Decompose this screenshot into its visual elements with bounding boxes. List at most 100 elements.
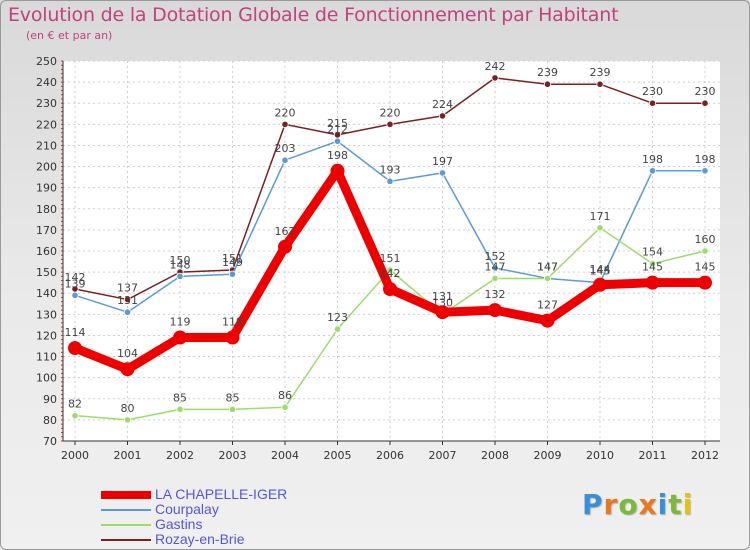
data-label-la-chapelle-iger: 127 xyxy=(537,299,558,312)
legend-swatch-gastins xyxy=(101,523,151,526)
logo-letter: o xyxy=(618,488,639,521)
data-point-la-chapelle-iger xyxy=(645,275,660,290)
y-tick-label: 120 xyxy=(36,329,57,342)
data-point-gastins xyxy=(596,224,604,232)
data-label-la-chapelle-iger: 142 xyxy=(380,267,401,280)
data-point-rozay-en-brie xyxy=(438,112,447,120)
data-label-courpalay: 198 xyxy=(695,153,716,166)
x-tick-label: 2002 xyxy=(166,449,194,462)
data-label-rozay-en-brie: 230 xyxy=(695,85,716,98)
chart-title: Evolution de la Dotation Globale de Fonc… xyxy=(8,4,619,26)
data-label-la-chapelle-iger: 131 xyxy=(432,290,453,303)
data-label-la-chapelle-iger: 119 xyxy=(222,316,243,329)
data-label-la-chapelle-iger: 104 xyxy=(117,347,138,360)
data-point-la-chapelle-iger xyxy=(488,303,502,318)
x-tick-label: 2007 xyxy=(429,449,457,462)
x-tick-label: 2012 xyxy=(691,449,719,462)
data-point-courpalay xyxy=(701,167,709,175)
legend: LA CHAPELLE-IGER Courpalay Gastins Rozay… xyxy=(101,487,287,547)
data-point-rozay-en-brie xyxy=(123,295,132,304)
data-label-gastins: 123 xyxy=(327,311,348,324)
legend-item-rozay-en-brie[interactable]: Rozay-en-Brie xyxy=(101,532,287,547)
data-label-courpalay: 198 xyxy=(642,153,663,166)
data-label-rozay-en-brie: 242 xyxy=(485,60,506,73)
y-tick-label: 220 xyxy=(36,118,57,131)
data-label-courpalay: 197 xyxy=(432,155,453,168)
data-point-la-chapelle-iger xyxy=(278,239,292,254)
data-label-la-chapelle-iger: 145 xyxy=(695,261,716,274)
x-tick-label: 2000 xyxy=(61,449,89,462)
data-label-gastins: 85 xyxy=(226,391,240,404)
data-point-la-chapelle-iger xyxy=(120,362,135,377)
data-point-gastins xyxy=(386,266,394,274)
data-point-courpalay xyxy=(123,308,132,316)
data-label-courpalay: 149 xyxy=(222,256,243,269)
legend-label-rozay-en-brie: Rozay-en-Brie xyxy=(155,531,245,547)
data-point-courpalay xyxy=(386,177,394,185)
y-tick-label: 200 xyxy=(36,161,57,174)
y-tick-label: 180 xyxy=(36,203,57,216)
data-point-courpalay xyxy=(281,156,289,164)
data-label-gastins: 154 xyxy=(642,246,663,259)
data-point-courpalay xyxy=(438,169,447,177)
data-label-courpalay: 131 xyxy=(117,294,138,307)
data-label-rozay-en-brie: 239 xyxy=(590,66,611,79)
data-point-rozay-en-brie xyxy=(491,74,499,82)
data-label-courpalay: 145 xyxy=(590,265,611,278)
logo-letter: P xyxy=(582,488,604,521)
y-tick-label: 170 xyxy=(36,224,57,237)
data-label-rozay-en-brie: 230 xyxy=(642,85,663,98)
x-tick-label: 2003 xyxy=(219,449,247,462)
data-label-rozay-en-brie: 239 xyxy=(537,66,558,79)
data-label-gastins: 80 xyxy=(121,402,135,415)
data-label-courpalay: 212 xyxy=(327,123,348,136)
y-tick-label: 150 xyxy=(36,266,57,279)
data-label-rozay-en-brie: 137 xyxy=(117,282,138,295)
data-point-gastins xyxy=(123,416,132,424)
legend-item-gastins[interactable]: Gastins xyxy=(101,517,287,532)
logo-letter: x xyxy=(638,488,658,521)
data-label-gastins: 147 xyxy=(537,260,558,273)
data-point-rozay-en-brie xyxy=(648,99,657,107)
legend-item-courpalay[interactable]: Courpalay xyxy=(101,502,287,517)
data-label-rozay-en-brie: 220 xyxy=(275,106,296,119)
data-point-la-chapelle-iger xyxy=(68,341,82,356)
data-point-la-chapelle-iger xyxy=(330,163,345,178)
data-point-gastins xyxy=(648,260,657,268)
data-point-courpalay xyxy=(491,264,499,272)
logo-letter: i xyxy=(682,488,694,521)
data-point-rozay-en-brie xyxy=(386,120,394,128)
data-point-courpalay xyxy=(648,167,657,175)
data-point-rozay-en-brie xyxy=(543,80,552,88)
data-label-la-chapelle-iger: 132 xyxy=(485,288,506,301)
data-label-la-chapelle-iger: 144 xyxy=(590,263,611,276)
data-label-rozay-en-brie: 224 xyxy=(432,98,453,111)
x-tick-label: 2008 xyxy=(481,449,509,462)
legend-item-la-chapelle-iger[interactable]: LA CHAPELLE-IGER xyxy=(101,487,287,502)
y-tick-label: 190 xyxy=(36,182,57,195)
x-tick-label: 2005 xyxy=(324,449,352,462)
y-tick-label: 130 xyxy=(36,308,57,321)
data-point-courpalay xyxy=(71,291,79,299)
proxiti-logo: Proxiti xyxy=(582,488,693,521)
y-tick-label: 210 xyxy=(36,139,57,152)
data-label-courpalay: 152 xyxy=(485,250,506,263)
y-tick-label: 240 xyxy=(36,76,57,89)
x-tick-label: 2009 xyxy=(534,449,562,462)
data-label-gastins: 151 xyxy=(380,252,401,265)
data-point-la-chapelle-iger xyxy=(225,330,240,345)
data-label-gastins: 171 xyxy=(590,210,611,223)
data-point-gastins xyxy=(333,325,342,333)
data-label-gastins: 86 xyxy=(278,389,292,402)
legend-label-la-chapelle-iger: LA CHAPELLE-IGER xyxy=(155,486,288,502)
logo-letter: i xyxy=(657,488,669,521)
y-tick-label: 110 xyxy=(36,351,57,364)
data-label-rozay-en-brie: 142 xyxy=(65,271,86,284)
data-point-gastins xyxy=(71,412,79,420)
data-label-courpalay: 147 xyxy=(537,260,558,273)
data-point-courpalay xyxy=(176,272,184,280)
y-tick-label: 230 xyxy=(36,97,57,110)
data-point-gastins xyxy=(281,403,289,411)
data-point-courpalay xyxy=(228,270,237,278)
data-label-gastins: 147 xyxy=(485,260,506,273)
